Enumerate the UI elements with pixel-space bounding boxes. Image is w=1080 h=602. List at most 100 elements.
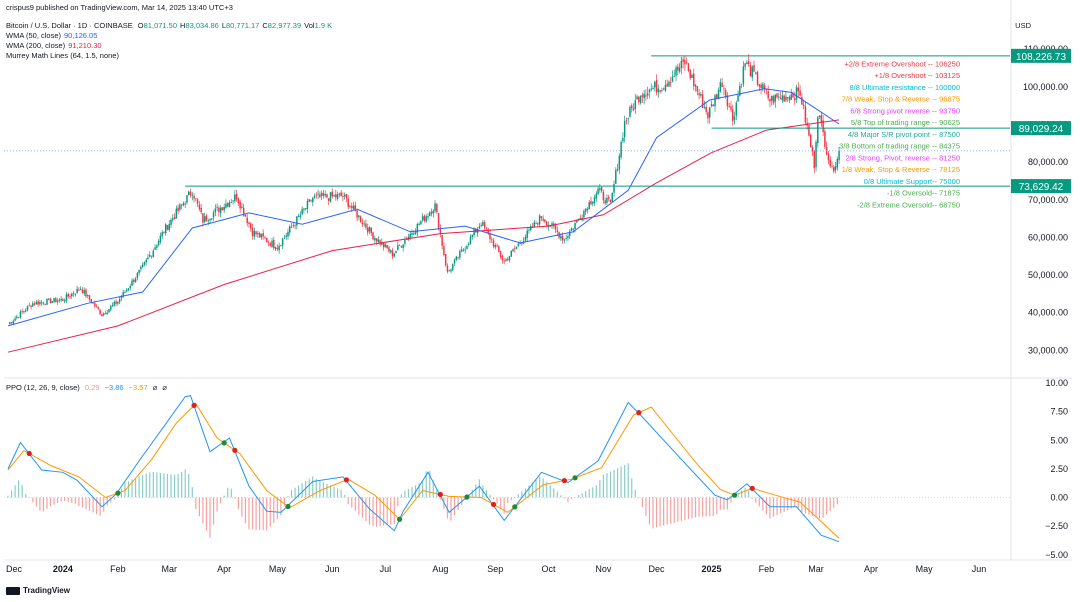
histogram-bar xyxy=(319,481,321,498)
ppo-histogram xyxy=(7,463,838,538)
candle-body xyxy=(567,236,569,239)
histogram-bar xyxy=(220,497,222,504)
candle-body xyxy=(450,269,452,272)
wma200-legend[interactable]: WMA (200, close) 91,210.30 xyxy=(6,41,102,50)
time-tick-label: May xyxy=(269,564,287,574)
wma50-legend[interactable]: WMA (50, close) 90,126.05 xyxy=(6,31,98,40)
candle-body xyxy=(195,198,197,200)
candle-body xyxy=(678,67,681,72)
candle-body xyxy=(657,88,660,93)
candle-body xyxy=(833,167,835,172)
candle-body xyxy=(813,151,816,169)
candle-body xyxy=(459,251,461,258)
ohlc-h: H83,034.86 xyxy=(180,21,219,30)
ohlc-l: L80,771.17 xyxy=(221,21,260,30)
candle-body xyxy=(707,112,709,119)
candle-body xyxy=(788,96,791,101)
time-tick-label: 2024 xyxy=(53,564,73,574)
candle-body xyxy=(785,96,787,101)
histogram-bar xyxy=(81,497,84,508)
histogram-bar xyxy=(49,497,52,507)
candle-body xyxy=(28,305,31,307)
candle-body xyxy=(110,306,112,310)
candle-body xyxy=(377,239,380,242)
histogram-bar xyxy=(542,478,544,498)
histogram-bar xyxy=(358,497,360,515)
candle-body xyxy=(331,191,334,197)
histogram-bar xyxy=(521,491,523,498)
candle-body xyxy=(453,259,456,264)
candle-body xyxy=(421,216,424,221)
histogram-bar xyxy=(10,490,13,498)
candle-body xyxy=(372,232,374,240)
histogram-bar xyxy=(794,497,796,508)
price-level-tag xyxy=(1011,179,1071,194)
candle-body xyxy=(597,188,599,195)
symbol-title[interactable]: Bitcoin / U.S. Dollar · 1D · COINBASE xyxy=(6,21,133,30)
candle-body xyxy=(404,240,406,244)
candle-body xyxy=(645,95,647,97)
candle-body xyxy=(62,299,64,301)
histogram-bar xyxy=(42,497,45,512)
candle-body xyxy=(620,141,622,158)
candle-body xyxy=(172,218,174,221)
candle-body xyxy=(235,193,238,200)
histogram-bar xyxy=(634,490,636,498)
histogram-bar xyxy=(326,483,328,498)
candle-body xyxy=(104,313,107,314)
candle-body xyxy=(489,233,491,240)
histogram-bar xyxy=(556,491,558,498)
histogram-bar xyxy=(779,497,782,514)
candle-body xyxy=(710,104,713,107)
histogram-bar xyxy=(241,497,243,517)
candle-body xyxy=(802,104,805,106)
histogram-bar xyxy=(379,497,381,527)
histogram-bar xyxy=(453,497,456,516)
time-tick-label: Apr xyxy=(217,564,231,574)
candle-body xyxy=(335,194,337,198)
candle-body xyxy=(779,98,782,100)
candle-body xyxy=(726,95,729,107)
price-level-label: 89,029.24 xyxy=(1019,124,1064,135)
histogram-bar xyxy=(71,497,73,503)
histogram-bar xyxy=(478,479,480,498)
histogram-bar xyxy=(117,494,119,498)
ppo-legend[interactable]: PPO (12, 26, 9, close) 0.29 −3.86 −3.57 … xyxy=(6,383,167,392)
histogram-bar xyxy=(790,497,792,509)
candle-body xyxy=(420,221,422,225)
candle-body xyxy=(267,241,270,243)
candle-body xyxy=(405,239,408,241)
histogram-bar xyxy=(35,497,37,507)
candle-body xyxy=(794,98,796,101)
price-tick-label: 50,000.00 xyxy=(1028,270,1068,280)
candle-body xyxy=(310,200,312,202)
candle-body xyxy=(712,104,715,107)
tradingview-footer[interactable]: TradingView xyxy=(6,586,70,595)
candle-body xyxy=(739,85,741,96)
candle-body xyxy=(824,131,826,147)
candle-body xyxy=(211,218,213,220)
ppo-tick-label: 5.00 xyxy=(1050,435,1068,445)
histogram-bar xyxy=(407,488,410,498)
histogram-bar xyxy=(836,497,838,505)
crossover-dot xyxy=(285,503,291,510)
candle-body xyxy=(264,237,266,239)
candle-body xyxy=(83,290,85,294)
candle-body xyxy=(30,305,32,308)
candle-body xyxy=(436,203,438,213)
histogram-bar xyxy=(577,495,580,498)
candle-body xyxy=(579,217,582,220)
candle-body xyxy=(69,296,71,298)
currency-label: USD xyxy=(1015,21,1031,30)
murrey-legend[interactable]: Murrey Math Lines (64, 1.5, none) xyxy=(6,51,119,60)
histogram-bar xyxy=(333,486,335,498)
histogram-bar xyxy=(648,497,651,525)
crossover-dot xyxy=(561,478,568,484)
histogram-bar xyxy=(305,480,307,498)
histogram-bar xyxy=(563,497,566,499)
candle-body xyxy=(838,150,840,161)
candle-body xyxy=(452,264,454,271)
candle-body xyxy=(790,94,792,100)
candle-body xyxy=(150,255,153,257)
